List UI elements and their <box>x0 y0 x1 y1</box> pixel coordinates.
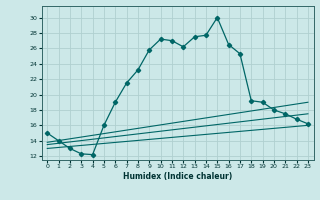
X-axis label: Humidex (Indice chaleur): Humidex (Indice chaleur) <box>123 172 232 181</box>
